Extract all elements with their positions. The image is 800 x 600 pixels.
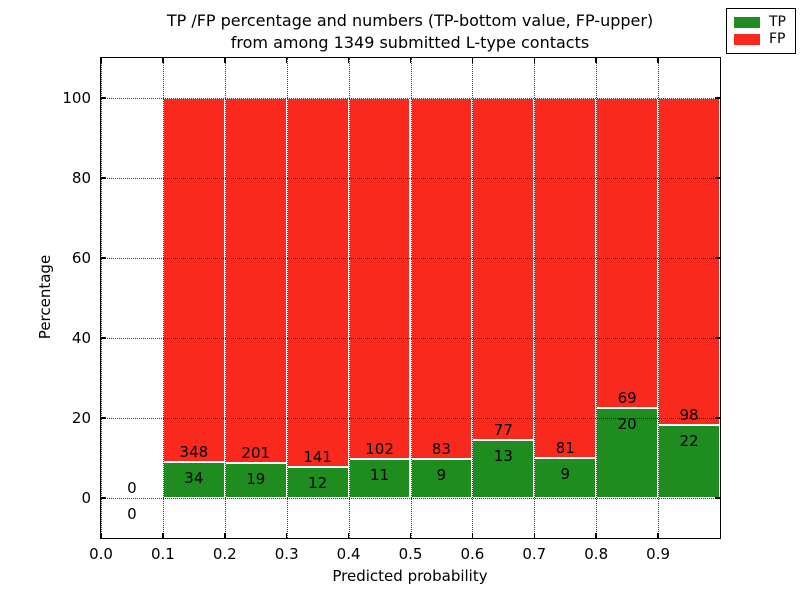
x-tick xyxy=(595,58,597,63)
plot-area: 0.0 0.1 0.2 0.3 0.4 0.5 0.6 0.7 0.8 0.9 0 20 40 60 80 1… xyxy=(62,57,721,563)
x-tick xyxy=(347,58,350,63)
chart-title-line-2: from among 1349 submitted L-type contact… xyxy=(230,33,590,52)
x-tick xyxy=(471,58,474,63)
bar-fp-segment xyxy=(162,98,225,463)
x-tick xyxy=(409,58,412,63)
bar-tp-segment xyxy=(162,462,225,498)
bar-tp-count-label: 20 xyxy=(617,415,637,434)
bar-fp-segment xyxy=(286,98,349,467)
bar-tp-count-label: 22 xyxy=(679,431,699,450)
y-tick-label: 80 xyxy=(71,169,91,187)
bar-fp-count-label: 348 xyxy=(179,443,209,462)
bar-fp-segment xyxy=(534,98,597,458)
x-tick xyxy=(409,533,412,538)
bar-fp-count-label: 83 xyxy=(431,439,451,458)
bar-tp-segment xyxy=(224,463,287,498)
y-tick xyxy=(715,337,720,339)
x-tick xyxy=(595,533,597,538)
legend-item-tp: TP xyxy=(734,14,786,31)
y-gridline xyxy=(101,498,720,499)
bar-fp-count-label: 102 xyxy=(365,440,394,459)
y-tick xyxy=(715,497,720,499)
x-tick-label: 0.9 xyxy=(646,545,671,563)
bar-tp-count-label: 0 xyxy=(127,505,137,523)
y-tick xyxy=(715,177,720,179)
x-tick xyxy=(162,533,164,538)
x-tick xyxy=(285,58,288,63)
legend-label-tp: TP xyxy=(769,14,786,30)
x-tick-label: 0.2 xyxy=(212,545,237,563)
x-tick xyxy=(285,533,288,538)
y-tick xyxy=(101,97,106,99)
x-tick-label: 0.3 xyxy=(274,545,299,563)
x-tick xyxy=(100,533,102,538)
x-tick xyxy=(533,533,536,538)
legend-swatch-tp xyxy=(734,17,760,28)
y-tick xyxy=(715,257,720,259)
x-tick xyxy=(224,533,226,538)
bar-fp-count-label: 141 xyxy=(303,447,332,466)
x-tick-label: 0.5 xyxy=(398,545,423,563)
y-tick xyxy=(715,417,720,419)
x-tick-label: 0.4 xyxy=(336,545,361,563)
y-axis-label: Percentage xyxy=(36,254,54,340)
bar-fp-count-label: 201 xyxy=(241,444,271,463)
bar-fp-segment xyxy=(224,98,287,464)
bar-fp-segment xyxy=(410,98,473,459)
x-tick xyxy=(162,58,164,63)
x-tick xyxy=(100,58,102,63)
bar-fp-count-label: 0 xyxy=(127,479,137,497)
x-tick-label: 0.0 xyxy=(89,545,113,563)
bar-tp-segment xyxy=(472,440,535,498)
x-gridline xyxy=(101,58,102,538)
legend-swatch-fp xyxy=(734,34,760,45)
legend-label-fp: FP xyxy=(769,31,786,47)
y-tick xyxy=(101,417,106,419)
x-tick xyxy=(533,58,536,63)
x-tick xyxy=(224,58,226,63)
y-tick-label: 40 xyxy=(71,329,91,347)
bar-tp-count-label: 9 xyxy=(560,465,571,483)
x-tick-label: 0.8 xyxy=(584,545,609,563)
bar-tp-segment xyxy=(596,408,659,498)
y-tick xyxy=(101,177,106,179)
bar-tp-count-label: 9 xyxy=(436,465,447,484)
bar-fp-segment xyxy=(658,98,720,425)
bar-fp-count-label: 98 xyxy=(679,405,699,424)
bar-fp-segment xyxy=(472,98,535,441)
x-tick xyxy=(657,533,659,538)
y-tick-label: 20 xyxy=(71,409,91,427)
y-tick xyxy=(101,337,106,339)
bar-tp-count-label: 34 xyxy=(184,469,204,488)
x-axis-label: Predicted probability xyxy=(332,567,488,585)
bar-tp-segment xyxy=(348,459,411,498)
legend-item-fp: FP xyxy=(734,31,786,48)
chart-title-line-1: TP /FP percentage and numbers (TP-bottom… xyxy=(166,11,654,30)
bar-fp-segment xyxy=(348,98,411,460)
bar-fp-count-label: 69 xyxy=(617,389,637,408)
chart-title: TP /FP percentage and numbers (TP-bottom… xyxy=(167,10,653,54)
y-tick xyxy=(715,97,720,99)
bar-fp-count-label: 81 xyxy=(555,439,575,457)
y-tick-label: 60 xyxy=(71,249,91,267)
x-tick-label: 0.6 xyxy=(460,545,485,563)
y-tick-label: 0 xyxy=(81,489,91,507)
x-tick xyxy=(471,533,474,538)
y-tick xyxy=(101,497,106,499)
y-tick-label: 100 xyxy=(62,89,91,107)
bar-fp-segment xyxy=(596,98,659,409)
bar-tp-count-label: 12 xyxy=(308,473,328,492)
x-tick xyxy=(347,533,350,538)
bar-tp-count-label: 11 xyxy=(370,466,390,485)
x-tick xyxy=(657,58,659,63)
bar-fp-count-label: 77 xyxy=(493,421,513,440)
x-tick-label: 0.7 xyxy=(522,545,547,563)
bar-tp-count-label: 19 xyxy=(246,470,266,489)
legend: TP FP xyxy=(726,8,796,54)
y-tick xyxy=(101,257,106,259)
bar-tp-count-label: 13 xyxy=(493,447,513,466)
x-tick-label: 0.1 xyxy=(150,545,175,563)
